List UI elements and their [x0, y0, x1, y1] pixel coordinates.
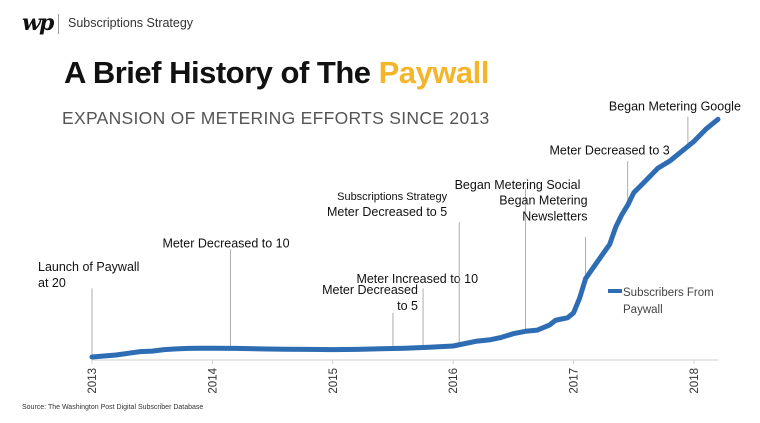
annotation-label: Began Metering Google — [609, 99, 741, 113]
x-tick-label: 2015 — [328, 368, 340, 394]
annotation-label: Meter Decreased to 10 — [162, 237, 289, 251]
annotation-label: Subscriptions Strategy — [337, 191, 448, 203]
annotation-label: to 5 — [397, 299, 418, 313]
annotation-label: at 20 — [38, 276, 66, 290]
header: wp Subscriptions Strategy — [0, 0, 760, 44]
x-tick-label: 2018 — [689, 368, 701, 394]
wp-logo: wp — [22, 10, 54, 36]
series-line — [89, 116, 721, 360]
page-subtitle: EXPANSION OF METERING EFFORTS SINCE 2013 — [62, 108, 490, 128]
header-section-label: Subscriptions Strategy — [68, 16, 194, 30]
annotation-label: Began Metering — [499, 194, 587, 208]
x-tick-label: 2013 — [87, 368, 99, 394]
legend-swatch — [608, 289, 622, 293]
source-note: Source: The Washington Post Digital Subs… — [22, 404, 204, 411]
x-tick-label: 2016 — [448, 368, 460, 394]
x-tick-label: 2014 — [207, 367, 219, 393]
annotation-label: Began Metering Social — [455, 178, 581, 192]
header-divider — [58, 14, 59, 34]
annotation-label: Meter Increased to 10 — [356, 272, 478, 286]
annotation-label: Launch of Paywall — [38, 260, 139, 274]
title-accent: Paywall — [378, 55, 490, 90]
title-main: A Brief History of The — [64, 55, 379, 90]
annotation-label: Newsletters — [522, 210, 587, 224]
annotation-label: Meter Decreased — [322, 283, 418, 297]
legend-label-line2: Paywall — [623, 304, 663, 316]
page-title: A Brief History of The Paywall — [64, 55, 489, 91]
legend-label-line1: Subscribers From — [623, 287, 714, 299]
annotation-label: Meter Decreased to 5 — [327, 205, 447, 219]
x-tick-label: 2017 — [569, 368, 581, 394]
annotation-label: Meter Decreased to 3 — [550, 144, 670, 158]
